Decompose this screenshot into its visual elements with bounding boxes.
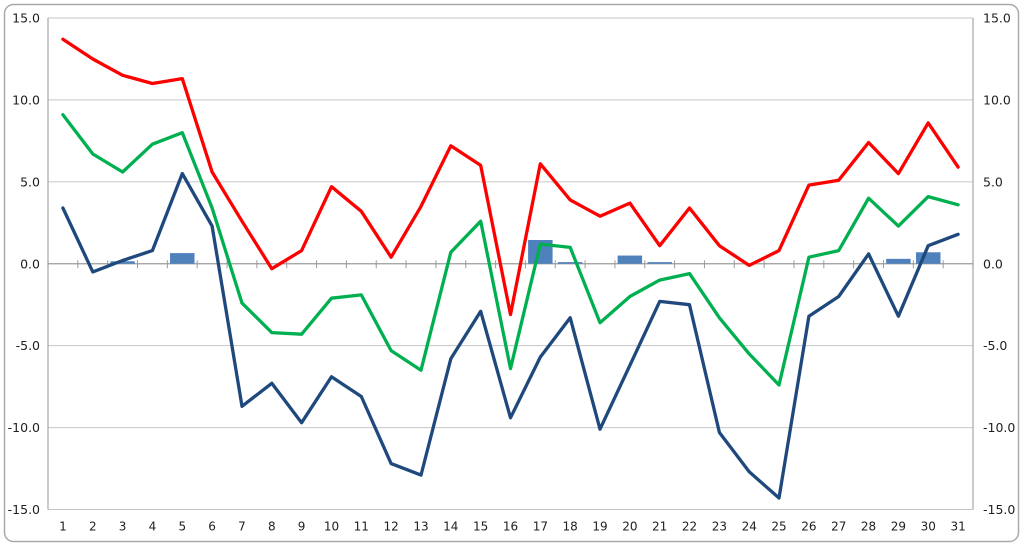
category-tick-marks xyxy=(47,260,974,269)
x-axis-label: 29 xyxy=(891,520,906,534)
y-axis-label-left: 15.0 xyxy=(12,11,40,26)
bar xyxy=(886,258,911,264)
x-axis-label: 23 xyxy=(712,520,727,534)
x-axis-label: 4 xyxy=(149,520,157,534)
lower-navy-line xyxy=(61,171,960,500)
bar xyxy=(916,252,941,264)
y-axis-label-left: 5.0 xyxy=(20,174,40,189)
middle-green-line xyxy=(61,113,960,387)
y-axis-label-right: 5.0 xyxy=(983,174,1003,189)
x-axis-label: 11 xyxy=(354,520,369,534)
y-axis-label-left: 10.0 xyxy=(12,92,40,107)
x-axis-labels: 1 2 3 4 5 6 7 8 9 10 11 12 13 14 15 16 17 18 19 20 21 22 23 24 2… xyxy=(59,520,966,534)
y-axis-label-right: 10.0 xyxy=(983,92,1011,107)
bar xyxy=(647,262,672,264)
x-axis-label: 8 xyxy=(268,520,276,534)
bar xyxy=(170,253,195,264)
chart-border xyxy=(3,3,1020,543)
line-series-middle-green-line xyxy=(61,113,960,387)
y-axis-labels-right: 15.0 10.0 5.0 0.0 -5.0 -10.0 -15.0 xyxy=(983,11,1015,518)
line-series-lower-navy-line xyxy=(61,171,960,500)
y-axis-label-left: -5.0 xyxy=(16,338,40,353)
y-axis-label-right: -5.0 xyxy=(983,338,1007,353)
bar xyxy=(557,262,583,264)
bar xyxy=(110,261,135,264)
upper-red-line xyxy=(61,37,960,317)
x-axis-label: 19 xyxy=(592,520,607,534)
y-axis-label-right: 15.0 xyxy=(983,11,1011,26)
x-axis-label: 7 xyxy=(238,520,246,534)
x-axis-label: 21 xyxy=(652,520,667,534)
x-axis-label: 26 xyxy=(801,520,816,534)
x-axis-label: 1 xyxy=(59,520,67,534)
x-axis-label: 12 xyxy=(384,520,399,534)
x-axis-label: 13 xyxy=(413,520,428,534)
x-axis-label: 24 xyxy=(742,520,757,534)
x-axis-label: 30 xyxy=(921,520,936,534)
x-axis-label: 3 xyxy=(119,520,127,534)
y-axis-label-left: -10.0 xyxy=(8,420,40,435)
y-axis-labels-left: 15.0 10.0 5.0 0.0 -5.0 -10.0 -15.0 xyxy=(8,11,40,518)
x-axis-label: 18 xyxy=(563,520,578,534)
x-axis-label: 16 xyxy=(503,520,518,534)
y-axis-label-right: -15.0 xyxy=(983,502,1015,517)
x-axis-label: 31 xyxy=(950,520,965,534)
y-axis-label-right: -10.0 xyxy=(983,420,1015,435)
x-axis-label: 27 xyxy=(831,520,846,534)
x-axis-label: 6 xyxy=(208,520,216,534)
x-axis-label: 9 xyxy=(298,520,306,534)
x-axis-label: 25 xyxy=(771,520,786,534)
bar xyxy=(617,255,643,264)
x-axis-label: 2 xyxy=(89,520,97,534)
x-axis-label: 10 xyxy=(324,520,339,534)
x-axis-label: 17 xyxy=(533,520,548,534)
x-axis-label: 20 xyxy=(622,520,637,534)
x-axis-label: 14 xyxy=(443,520,458,534)
x-axis-label: 22 xyxy=(682,520,697,534)
line-series-upper-red-line xyxy=(61,37,960,317)
x-axis-label: 28 xyxy=(861,520,876,534)
y-axis-label-right: 0.0 xyxy=(983,256,1003,271)
y-axis-label-left: 0.0 xyxy=(20,256,40,271)
x-axis-label: 5 xyxy=(178,520,186,534)
y-axis-label-left: -15.0 xyxy=(8,502,40,517)
x-axis-label: 15 xyxy=(473,520,488,534)
